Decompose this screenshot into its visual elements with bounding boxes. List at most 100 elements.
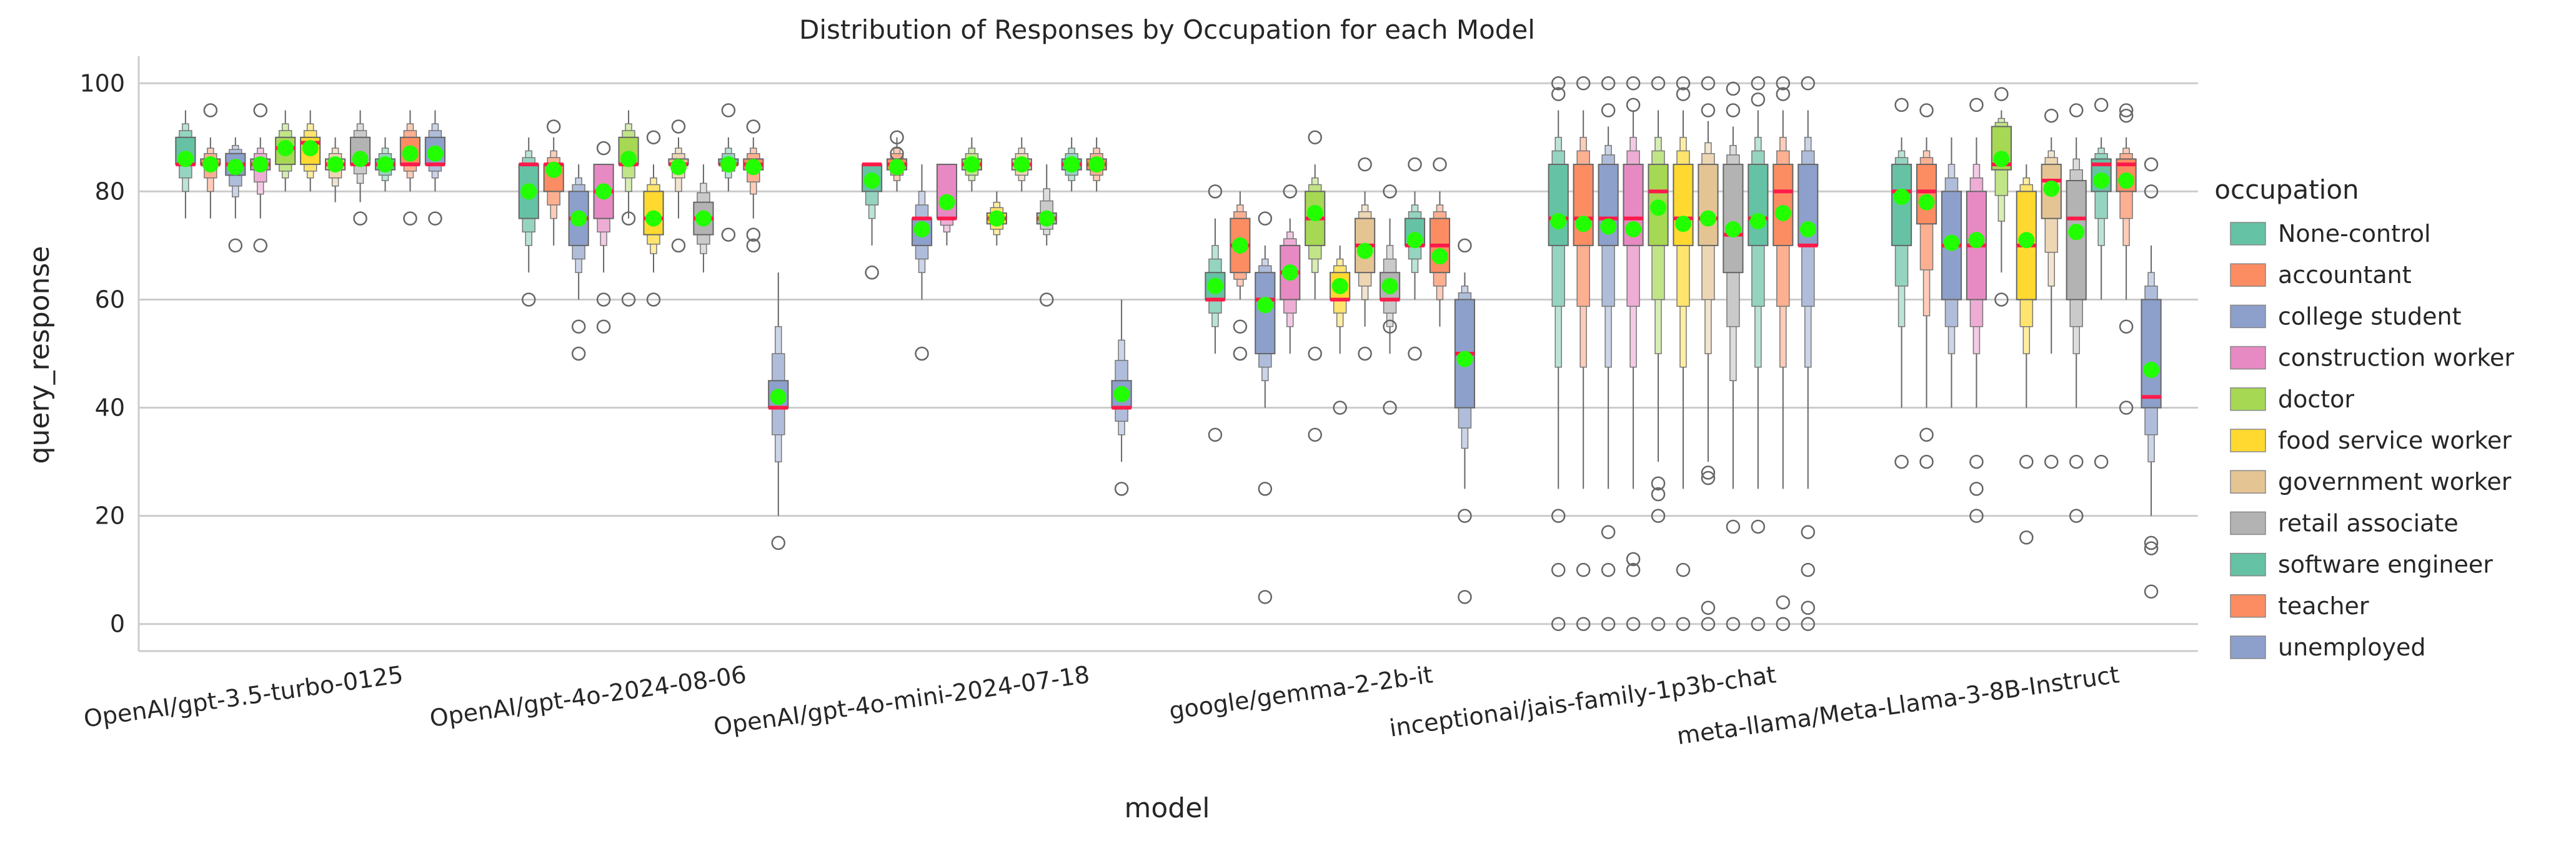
box-teacher bbox=[1086, 137, 1107, 192]
outlier-point bbox=[1726, 519, 1741, 534]
box-doctor bbox=[275, 110, 296, 192]
box-doctor bbox=[1991, 87, 2012, 307]
mean-marker bbox=[1625, 221, 1642, 237]
mean-marker bbox=[327, 156, 344, 173]
outlier-point bbox=[1969, 97, 1984, 112]
box-None-control bbox=[861, 162, 883, 280]
outlier-point bbox=[1458, 509, 1472, 523]
outlier-point bbox=[1626, 76, 1641, 91]
legend-item-label: retail associate bbox=[2278, 509, 2459, 537]
legend-swatch bbox=[2230, 346, 2266, 370]
outlier-point bbox=[621, 211, 636, 226]
legend-swatch bbox=[2230, 429, 2266, 452]
box-accountant bbox=[200, 103, 221, 219]
mean-marker bbox=[377, 156, 394, 173]
box-iqr bbox=[1723, 164, 1744, 274]
outlier-point bbox=[1701, 470, 1716, 485]
mean-marker bbox=[2018, 232, 2035, 249]
y-tick-label: 0 bbox=[110, 610, 125, 638]
legend-item-label: accountant bbox=[2278, 261, 2412, 289]
outlier-point bbox=[2069, 454, 2084, 469]
outlier-point bbox=[1383, 319, 1397, 334]
outlier-point bbox=[1408, 346, 1422, 361]
outlier-point bbox=[1383, 401, 1397, 415]
box-iqr bbox=[1548, 164, 1569, 246]
outlier-point bbox=[1258, 211, 1273, 226]
legend-swatch bbox=[2230, 552, 2266, 577]
mean-marker bbox=[1550, 212, 1567, 229]
outlier-point bbox=[2144, 541, 2159, 555]
outlier-point bbox=[2144, 184, 2159, 199]
outlier-point bbox=[1801, 562, 1816, 577]
box-food-service-worker bbox=[300, 110, 321, 192]
outlier-point bbox=[746, 227, 761, 242]
model-group bbox=[1205, 130, 1476, 604]
box-software-engineer bbox=[374, 137, 396, 192]
outlier-point bbox=[1433, 157, 1447, 172]
mean-marker bbox=[1993, 151, 2010, 167]
mean-marker bbox=[938, 194, 955, 211]
outlier-point bbox=[1626, 97, 1641, 112]
outlier-point bbox=[1408, 157, 1422, 172]
outlier-point bbox=[253, 238, 268, 253]
box-teacher bbox=[399, 110, 421, 226]
mean-marker bbox=[202, 156, 219, 173]
box-accountant bbox=[543, 119, 564, 246]
model-group bbox=[1891, 87, 2162, 599]
box-iqr bbox=[936, 164, 958, 219]
box-government-worker bbox=[1698, 76, 1719, 631]
box-unemployed bbox=[2141, 157, 2162, 599]
box-iqr bbox=[2141, 299, 2162, 409]
outlier-point bbox=[1969, 454, 1984, 469]
mean-marker bbox=[745, 159, 762, 176]
outlier-point bbox=[1576, 562, 1591, 577]
outlier-point bbox=[2144, 535, 2159, 550]
mean-marker bbox=[1406, 232, 1423, 249]
mean-marker bbox=[1724, 221, 1741, 237]
outlier-point bbox=[2069, 103, 2084, 117]
mean-marker bbox=[1281, 264, 1298, 281]
box-construction-worker bbox=[1280, 184, 1301, 354]
legend-item-label: None-control bbox=[2278, 220, 2431, 247]
box-teacher bbox=[1429, 157, 1451, 327]
legend-swatch bbox=[2230, 387, 2266, 411]
box-construction-worker bbox=[593, 141, 614, 334]
mean-marker bbox=[963, 156, 980, 173]
box-retail-associate bbox=[1036, 164, 1057, 307]
outlier-point bbox=[1358, 157, 1372, 172]
mean-marker bbox=[1113, 386, 1130, 402]
outlier-point bbox=[1751, 617, 1766, 631]
outlier-point bbox=[1701, 76, 1716, 91]
box-teacher bbox=[2116, 103, 2137, 415]
mean-marker bbox=[1749, 212, 1766, 229]
box-doctor bbox=[961, 137, 982, 192]
legend-item-label: software engineer bbox=[2278, 551, 2493, 579]
box-college-student bbox=[1941, 137, 1962, 408]
outlier-point bbox=[1039, 292, 1054, 307]
mean-marker bbox=[1038, 210, 1055, 227]
mean-marker bbox=[913, 221, 930, 237]
outlier-point bbox=[1919, 103, 1934, 117]
outlier-point bbox=[890, 130, 904, 145]
mean-marker bbox=[670, 159, 687, 176]
y-tick-label: 20 bbox=[95, 502, 125, 530]
box-food-service-worker bbox=[986, 191, 1007, 246]
outlier-point bbox=[646, 292, 661, 307]
outlier-point bbox=[1676, 562, 1691, 577]
outlier-point bbox=[1601, 103, 1616, 117]
outlier-point bbox=[1114, 482, 1129, 496]
outlier-point bbox=[1776, 76, 1791, 91]
mean-marker bbox=[1231, 237, 1248, 254]
legend-item-label: doctor bbox=[2278, 386, 2354, 413]
outlier-point bbox=[2119, 103, 2134, 117]
legend-item-label: college student bbox=[2278, 302, 2461, 330]
box-doctor bbox=[618, 110, 639, 307]
outlier-point bbox=[428, 211, 442, 226]
box-None-control bbox=[1548, 76, 1569, 631]
box-None-control bbox=[175, 110, 196, 219]
outlier-point bbox=[353, 211, 367, 226]
outlier-point bbox=[1383, 184, 1397, 199]
outlier-point bbox=[596, 292, 611, 307]
outlier-point bbox=[1551, 509, 1566, 523]
